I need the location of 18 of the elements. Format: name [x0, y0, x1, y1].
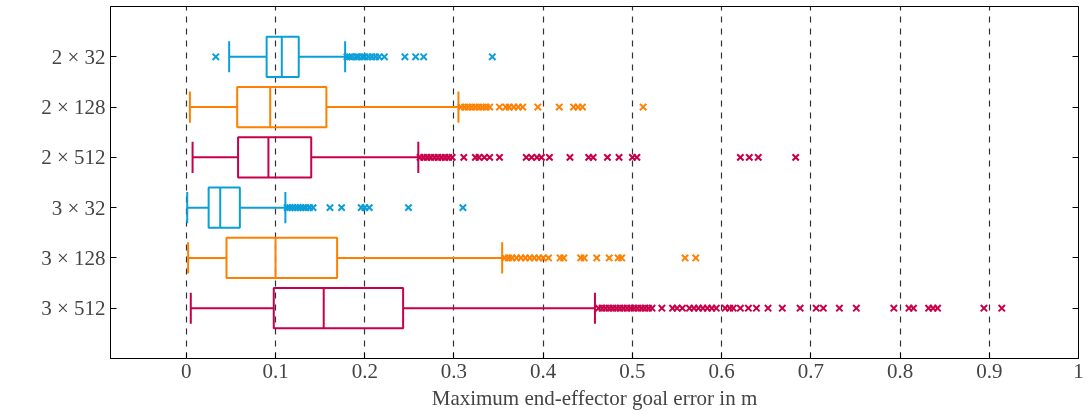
- x-tick-label: 0.5: [619, 358, 646, 383]
- x-tick-label: 0.6: [708, 358, 735, 383]
- x-tick-label: 0.9: [976, 358, 1003, 383]
- x-tick-label: 0.1: [262, 358, 289, 383]
- y-tick-label: 3 × 512: [41, 296, 106, 321]
- x-axis-title: Maximum end-effector goal error in m: [431, 385, 758, 410]
- y-tick-label: 2 × 128: [41, 95, 106, 120]
- x-tick-label: 0.7: [797, 358, 824, 383]
- x-tick-label: 0.2: [351, 358, 378, 383]
- x-tick-label: 0.4: [530, 358, 557, 383]
- y-tick-label: 3 × 128: [41, 245, 106, 270]
- y-tick-label: 2 × 32: [51, 44, 106, 69]
- x-tick-label: 0.8: [886, 358, 914, 383]
- y-tick-label: 2 × 512: [41, 145, 106, 170]
- y-tick-label: 3 × 32: [51, 195, 106, 220]
- x-tick-label: 0: [181, 358, 192, 383]
- x-tick-label: 0.3: [440, 358, 468, 383]
- x-tick-label: 1: [1073, 358, 1084, 383]
